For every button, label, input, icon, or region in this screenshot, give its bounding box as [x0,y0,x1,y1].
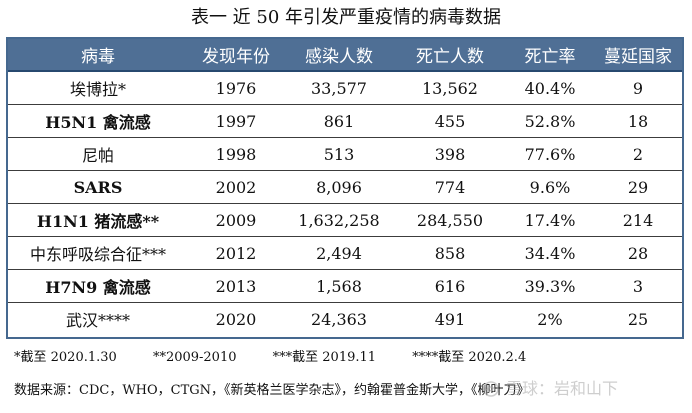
header-discovery-year: 发现年份 [188,39,284,72]
infected-count-cell: 861 [284,104,394,138]
death-count-cell: 491 [394,302,506,335]
virus-name-cell: 中东呼吸综合征*** [8,236,188,270]
header-death-rate: 死亡率 [506,39,594,72]
header-row: 病毒 发现年份 感染人数 死亡人数 死亡率 蔓延国家 [8,39,682,72]
spread-countries-cell: 9 [632,78,644,98]
discovery-year-cell: 1997 [188,104,284,138]
discovery-year-cell: 1976 [215,78,257,98]
death-rate-cell: 17.4% [506,203,594,237]
death-count-cell: 455 [394,104,506,138]
table-row: 中东呼吸综合征*** 2012 2,494 858 34.4% 28 [8,236,682,270]
infected-count-cell: 1,632,258 [284,203,394,237]
virus-name-cell: 武汉**** [8,302,188,335]
virus-name-cell: 尼帕 [8,137,188,171]
footnote-mers-date: ***截至 2019.11 [272,350,377,365]
death-count-cell: 858 [394,236,506,270]
infected-count-cell: 8,096 [284,170,394,204]
data-source-note: 数据来源：CDC，WHO，CTGN，《新英格兰医学杂志》，约翰霍普金斯大学，《柳… [14,383,530,398]
virus-name-cell: SARS [8,170,188,204]
death-rate-cell: 9.6% [506,170,594,204]
table-row: 尼帕 1998 513 398 77.6% 2 [8,137,682,171]
death-rate-cell: 40.4% [524,78,576,98]
table-row: SARS 2002 8,096 774 9.6% 29 [8,170,682,204]
death-count-cell: 774 [394,170,506,204]
virus-name-cell: H5N1 禽流感 [8,104,188,138]
table-body: 埃博拉* 1976 33,577 13,562 40.4% 9 H5N1 禽流感… [8,71,682,335]
footnotes: *截至 2020.1.30 **2009-2010 ***截至 2019.11 … [14,349,684,367]
death-rate-cell: 52.8% [506,104,594,138]
death-rate-cell: 39.3% [506,269,594,303]
spread-countries-cell: 214 [594,203,682,237]
death-rate-cell: 2% [506,302,594,335]
infected-count-cell: 33,577 [311,78,367,98]
virus-name-cell: H1N1 猪流感** [8,203,188,237]
virus-name-cell: H7N9 禽流感 [8,269,188,303]
spread-countries-cell: 29 [594,170,682,204]
virus-table-grid: 病毒 发现年份 感染人数 死亡人数 死亡率 蔓延国家 埃博拉* 1976 33,… [8,39,682,335]
infected-count-cell: 1,568 [284,269,394,303]
infected-count-cell: 513 [284,137,394,171]
discovery-year-cell: 2013 [188,269,284,303]
table-row: H1N1 猪流感** 2009 1,632,258 284,550 17.4% … [8,203,682,237]
discovery-year-cell: 1998 [188,137,284,171]
infected-count-cell: 2,494 [284,236,394,270]
spread-countries-cell: 2 [594,137,682,171]
death-count-cell: 398 [394,137,506,171]
footnote-wuhan-date: ****截至 2020.2.4 [412,350,527,365]
death-count-cell: 13,562 [422,78,478,98]
header-virus: 病毒 [8,39,188,72]
table-title: 表一 近 50 年引发严重疫情的病毒数据 [190,7,502,28]
footnote-h1n1-period: **2009-2010 [152,350,237,365]
table-row: 埃博拉* 1976 33,577 13,562 40.4% 9 [8,71,682,105]
death-rate-cell: 77.6% [506,137,594,171]
virus-name-cell: 埃博拉* [69,80,126,99]
table-row: 武汉**** 2020 24,363 491 2% 25 [8,302,682,335]
discovery-year-cell: 2002 [188,170,284,204]
death-count-cell: 284,550 [394,203,506,237]
virus-data-table: 病毒 发现年份 感染人数 死亡人数 死亡率 蔓延国家 埃博拉* 1976 33,… [6,37,684,339]
table-row: H7N9 禽流感 2013 1,568 616 39.3% 3 [8,269,682,303]
spread-countries-cell: 18 [594,104,682,138]
discovery-year-cell: 2009 [188,203,284,237]
discovery-year-cell: 2012 [188,236,284,270]
header-infected-count: 感染人数 [284,39,394,72]
spread-countries-cell: 28 [594,236,682,270]
death-count-cell: 616 [394,269,506,303]
footnote-ebola-date: *截至 2020.1.30 [14,350,117,365]
spread-countries-cell: 3 [594,269,682,303]
infected-count-cell: 24,363 [284,302,394,335]
table-row: H5N1 禽流感 1997 861 455 52.8% 18 [8,104,682,138]
header-spread-countries: 蔓延国家 [594,39,682,72]
spread-countries-cell: 25 [594,302,682,335]
death-rate-cell: 34.4% [506,236,594,270]
table-header: 病毒 发现年份 感染人数 死亡人数 死亡率 蔓延国家 [8,39,682,72]
header-death-count: 死亡人数 [394,39,506,72]
discovery-year-cell: 2020 [188,302,284,335]
